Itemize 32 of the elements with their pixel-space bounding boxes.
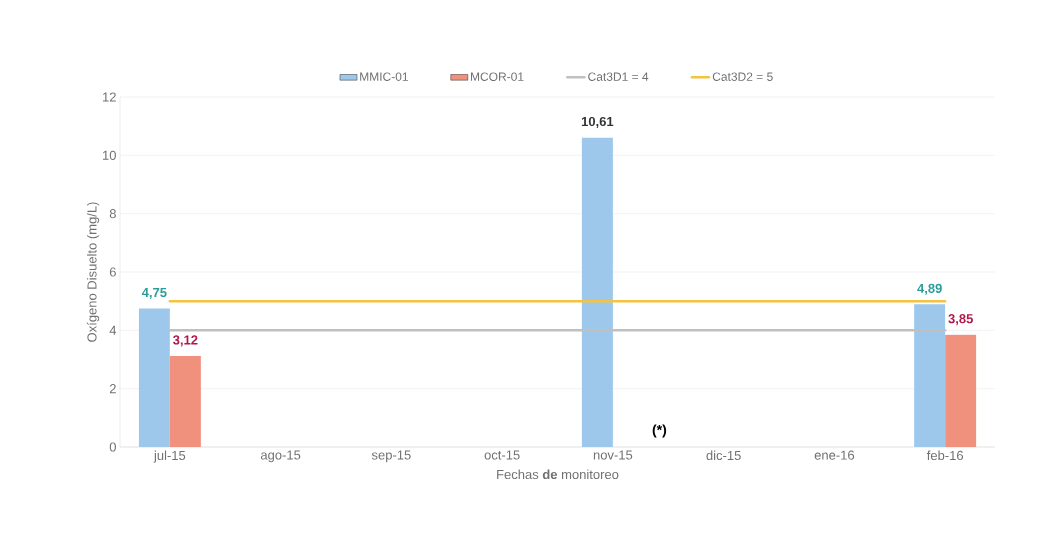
x-tick-label: ago-15 <box>260 450 301 463</box>
y-tick-label: 12 <box>103 92 116 102</box>
bar <box>945 334 977 447</box>
data-label: 4,89 <box>917 283 942 295</box>
bar <box>169 356 201 447</box>
x-tick-label: feb-16 <box>926 450 964 461</box>
legend-label: MCOR-01 <box>471 72 524 81</box>
y-tick-label: 2 <box>109 384 116 394</box>
legend-label: Cat3D2 = 5 <box>712 72 773 81</box>
legend-label: Cat3D1 = 4 <box>588 72 649 81</box>
x-tick-label: dic-15 <box>706 450 741 461</box>
bar <box>914 304 946 447</box>
x-tick-label: jul-15 <box>153 450 186 463</box>
x-tick-label: oct-15 <box>484 450 520 460</box>
y-axis-title: Oxígeno Disuelto (mg/L) <box>86 202 100 342</box>
x-tick-label: ene-16 <box>814 450 855 460</box>
y-tick-label: 10 <box>103 150 116 160</box>
data-label: 3,85 <box>948 314 973 326</box>
bar <box>581 137 613 447</box>
data-label: 3,12 <box>173 335 198 347</box>
x-axis-title: Fechas de monitoreo <box>497 469 619 480</box>
data-label: 4,75 <box>141 287 167 299</box>
data-label: 10,61 <box>581 116 614 128</box>
y-tick-label: 8 <box>109 209 116 219</box>
y-tick-label: 4 <box>109 325 117 335</box>
bar <box>138 308 170 447</box>
x-tick-label: sep-15 <box>371 450 411 463</box>
y-tick-label: 0 <box>109 442 116 452</box>
legend-label: MMIC-01 <box>360 72 408 81</box>
annotation: (*) <box>652 424 667 438</box>
x-tick-label: nov-15 <box>593 450 633 460</box>
y-tick-label: 6 <box>109 267 116 277</box>
